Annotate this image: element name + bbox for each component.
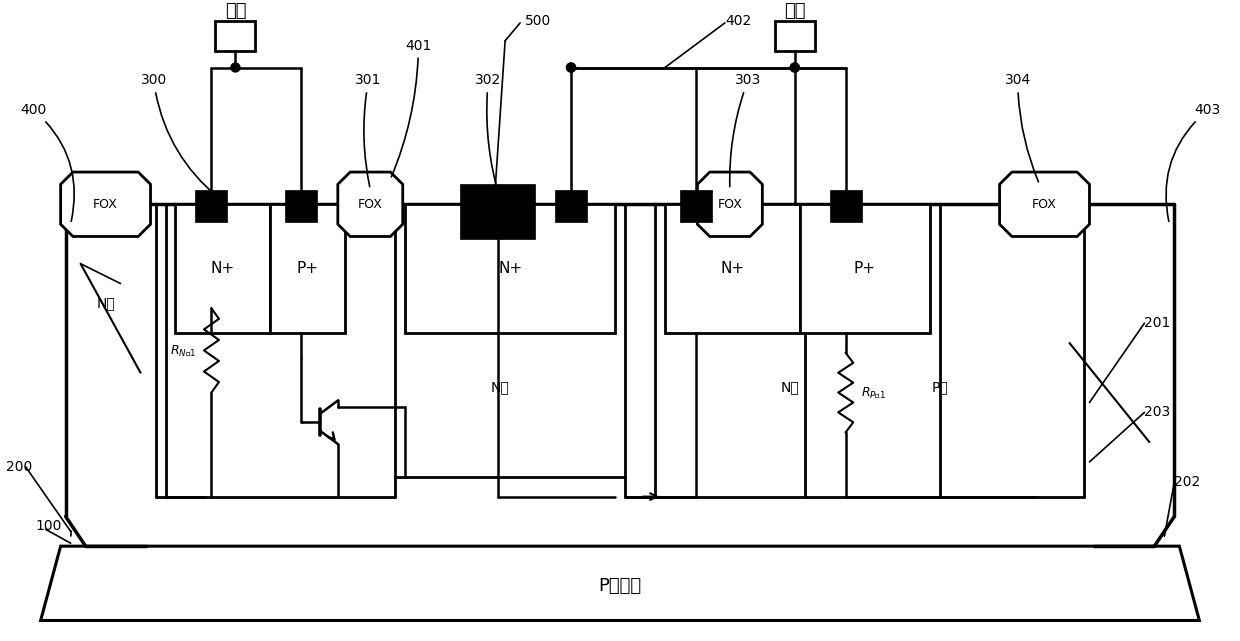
Polygon shape [337, 172, 403, 237]
Bar [830, 190, 862, 222]
Text: $R_{P阱1}$: $R_{P阱1}$ [861, 385, 885, 400]
Bar [216, 21, 255, 51]
Bar [285, 190, 317, 222]
Bar [800, 204, 930, 333]
Text: 202: 202 [1174, 475, 1200, 488]
Bar [196, 190, 227, 222]
Text: N阱: N阱 [491, 381, 510, 395]
Bar [556, 190, 587, 222]
Text: 303: 303 [729, 73, 761, 187]
Text: P型衬底: P型衬底 [599, 577, 641, 595]
Text: 500: 500 [525, 14, 552, 28]
Polygon shape [697, 172, 763, 237]
Text: 100: 100 [36, 519, 62, 533]
Text: 301: 301 [356, 73, 382, 187]
Text: FOX: FOX [93, 198, 118, 211]
Text: FOX: FOX [1032, 198, 1056, 211]
Circle shape [567, 63, 575, 72]
Bar [270, 204, 345, 333]
Bar [176, 204, 270, 333]
Text: 203: 203 [1145, 405, 1171, 419]
Text: 300: 300 [140, 73, 218, 197]
Text: 401: 401 [392, 38, 432, 177]
Circle shape [567, 63, 575, 72]
Text: 304: 304 [1004, 73, 1038, 182]
Text: $R_{N阱1}$: $R_{N阱1}$ [170, 343, 196, 358]
Text: 阴极: 阴极 [784, 2, 806, 20]
Circle shape [790, 63, 800, 72]
Text: P阱: P阱 [931, 381, 949, 395]
Text: N+: N+ [498, 261, 522, 276]
Polygon shape [61, 172, 150, 237]
Circle shape [231, 63, 239, 72]
Text: N+: N+ [720, 261, 744, 276]
Bar [405, 204, 615, 333]
Bar [665, 204, 800, 333]
Text: 302: 302 [475, 73, 501, 197]
Text: 403: 403 [1166, 103, 1220, 221]
Text: 400: 400 [21, 103, 74, 221]
Text: FOX: FOX [718, 198, 743, 211]
Bar [775, 21, 815, 51]
Text: 201: 201 [1145, 316, 1171, 330]
Text: 402: 402 [725, 14, 751, 28]
Text: 阳极: 阳极 [224, 2, 247, 20]
Text: N阱: N阱 [780, 381, 800, 395]
Text: N阱: N阱 [97, 296, 115, 310]
Polygon shape [41, 546, 1199, 620]
Text: 200: 200 [6, 460, 32, 474]
Polygon shape [999, 172, 1090, 237]
Circle shape [790, 63, 800, 72]
Text: P+: P+ [296, 261, 319, 276]
Bar [460, 185, 536, 239]
Text: FOX: FOX [358, 198, 383, 211]
Text: P+: P+ [853, 261, 875, 276]
Text: N+: N+ [211, 261, 236, 276]
Bar [680, 190, 712, 222]
